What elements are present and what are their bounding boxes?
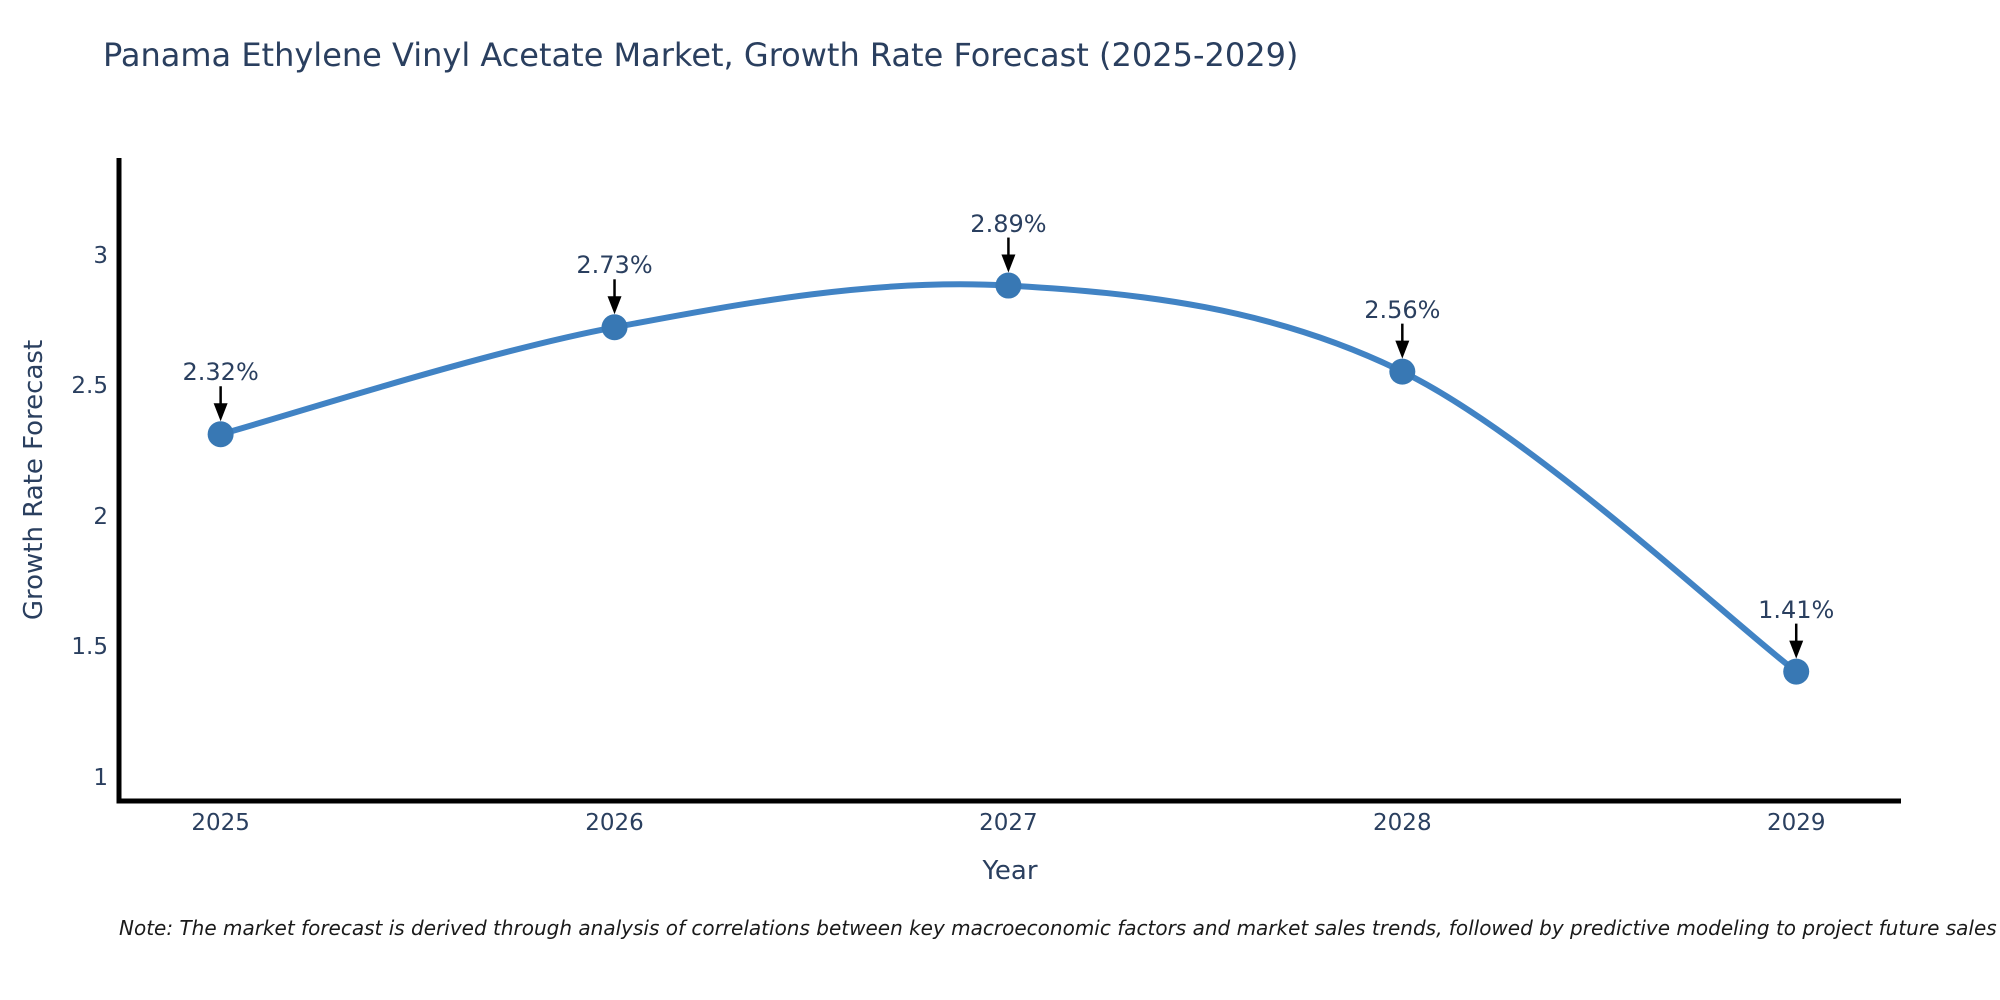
y-axis-title: Growth Rate Forecast xyxy=(19,339,49,621)
data-point-marker xyxy=(601,314,628,341)
y-tick-label: 2 xyxy=(93,503,108,530)
data-point-annotation: 2.32% xyxy=(182,358,259,387)
y-tick-label: 1.5 xyxy=(71,634,108,661)
y-tick-label: 2.5 xyxy=(71,373,108,400)
x-tick-label: 2025 xyxy=(191,810,250,836)
y-tick-label: 3 xyxy=(93,242,108,269)
footnote: Note: The market forecast is derived thr… xyxy=(119,916,1997,940)
data-point-marker xyxy=(995,272,1022,299)
down-arrow-icon xyxy=(213,403,228,422)
down-arrow-icon xyxy=(1789,640,1804,659)
x-tick-label: 2029 xyxy=(1766,810,1826,836)
data-point-annotation: 1.41% xyxy=(1758,595,1835,624)
data-point-marker xyxy=(1783,658,1810,685)
forecast-line-series xyxy=(217,281,1800,675)
down-arrow-icon xyxy=(1001,254,1016,273)
down-arrow-icon xyxy=(607,296,622,315)
data-point-marker xyxy=(1389,358,1416,385)
data-point-annotation: 2.89% xyxy=(970,209,1047,238)
x-tick-label: 2027 xyxy=(979,810,1038,836)
x-tick-label: 2026 xyxy=(585,810,644,836)
x-tick-label: 2028 xyxy=(1373,810,1432,836)
y-tick-label: 1 xyxy=(93,764,108,791)
chart-title: Panama Ethylene Vinyl Acetate Market, Gr… xyxy=(103,36,1299,74)
x-axis-title: Year xyxy=(982,856,1038,886)
down-arrow-icon xyxy=(1395,340,1410,359)
data-point-annotation: 2.56% xyxy=(1364,295,1441,324)
data-point-annotation: 2.73% xyxy=(576,251,653,280)
data-point-marker xyxy=(207,421,234,448)
